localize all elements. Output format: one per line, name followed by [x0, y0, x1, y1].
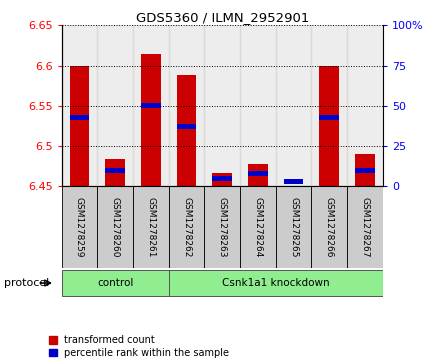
Bar: [240, 187, 276, 268]
Text: Csnk1a1 knockdown: Csnk1a1 knockdown: [222, 278, 330, 288]
Text: GSM1278264: GSM1278264: [253, 197, 262, 258]
Legend: transformed count, percentile rank within the sample: transformed count, percentile rank withi…: [49, 335, 229, 358]
Bar: [169, 25, 204, 187]
Bar: [319, 66, 339, 187]
Title: GDS5360 / ILMN_2952901: GDS5360 / ILMN_2952901: [136, 11, 309, 24]
Bar: [204, 25, 240, 187]
Bar: [355, 168, 375, 173]
Bar: [70, 66, 89, 187]
Bar: [213, 176, 232, 181]
Bar: [284, 179, 304, 184]
Bar: [312, 187, 347, 268]
Bar: [240, 25, 276, 187]
Text: GSM1278260: GSM1278260: [110, 197, 120, 258]
Bar: [62, 25, 97, 187]
Bar: [97, 25, 133, 187]
Bar: [319, 115, 339, 119]
Bar: [347, 25, 383, 187]
Bar: [141, 54, 161, 187]
Text: GSM1278265: GSM1278265: [289, 197, 298, 258]
Bar: [177, 125, 196, 129]
Text: GSM1278262: GSM1278262: [182, 197, 191, 258]
Text: control: control: [97, 278, 133, 288]
Text: GSM1278261: GSM1278261: [147, 197, 155, 258]
Bar: [248, 171, 268, 176]
Bar: [97, 187, 133, 268]
Bar: [213, 173, 232, 187]
Bar: [169, 187, 204, 268]
Bar: [347, 187, 383, 268]
Bar: [276, 25, 312, 187]
Bar: [177, 75, 196, 187]
Bar: [133, 187, 169, 268]
Bar: [141, 103, 161, 108]
Bar: [355, 154, 375, 187]
Bar: [70, 115, 89, 119]
Text: GSM1278259: GSM1278259: [75, 197, 84, 258]
Bar: [105, 168, 125, 173]
Text: GSM1278267: GSM1278267: [360, 197, 370, 258]
Text: GSM1278263: GSM1278263: [218, 197, 227, 258]
Bar: [133, 25, 169, 187]
Bar: [169, 270, 383, 296]
Bar: [62, 187, 97, 268]
Bar: [312, 25, 347, 187]
Text: GSM1278266: GSM1278266: [325, 197, 334, 258]
Bar: [276, 187, 312, 268]
Bar: [105, 159, 125, 187]
Bar: [62, 270, 169, 296]
Text: protocol: protocol: [4, 278, 50, 288]
Bar: [248, 164, 268, 187]
Bar: [204, 187, 240, 268]
